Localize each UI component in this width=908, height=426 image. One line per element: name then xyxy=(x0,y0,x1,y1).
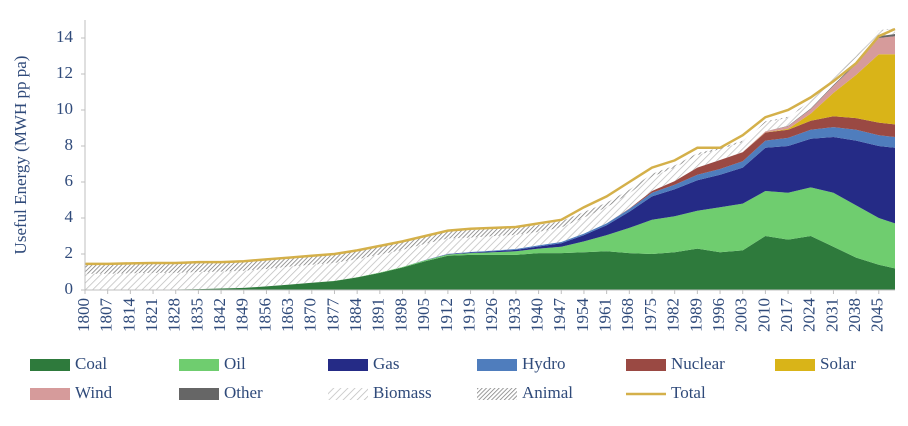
legend-swatch xyxy=(477,388,517,400)
legend-swatch xyxy=(328,388,368,400)
y-axis-label: Useful Energy (MWH pp pa) xyxy=(11,56,30,255)
x-tick-label: 1842 xyxy=(210,298,229,332)
y-tick-label: 10 xyxy=(56,99,73,118)
legend-swatch xyxy=(775,359,815,371)
x-tick-label: 1800 xyxy=(74,298,93,332)
x-tick-label: 2038 xyxy=(845,298,864,332)
y-tick-label: 0 xyxy=(65,279,74,298)
x-tick-label: 2017 xyxy=(777,298,796,333)
x-tick-label: 1919 xyxy=(459,298,478,332)
x-tick-label: 1863 xyxy=(278,298,297,332)
x-tick-label: 1912 xyxy=(437,298,456,332)
y-tick-label: 4 xyxy=(65,207,74,226)
legend-label: Nuclear xyxy=(671,354,725,373)
x-tick-label: 2045 xyxy=(868,298,887,332)
y-tick-label: 12 xyxy=(56,63,73,82)
legend-swatch xyxy=(328,359,368,371)
x-tick-label: 1961 xyxy=(596,298,615,332)
legend-label: Gas xyxy=(373,354,399,373)
x-tick-label: 1870 xyxy=(301,298,320,332)
x-tick-label: 1856 xyxy=(255,298,274,332)
x-tick-label: 1968 xyxy=(618,298,637,332)
y-tick-label: 6 xyxy=(65,171,74,190)
x-tick-label: 1898 xyxy=(391,298,410,332)
x-tick-label: 1947 xyxy=(550,298,569,333)
legend-label: Oil xyxy=(224,354,246,373)
x-tick-label: 1933 xyxy=(505,298,524,332)
area xyxy=(85,236,895,290)
x-tick-label: 1849 xyxy=(233,298,252,332)
x-tick-label: 1807 xyxy=(97,298,116,333)
legend-label: Total xyxy=(671,383,706,402)
x-tick-label: 1996 xyxy=(709,298,728,332)
total-line xyxy=(85,27,896,266)
y-tick-label: 2 xyxy=(65,243,74,262)
legend-swatch xyxy=(477,359,517,371)
legend-swatch xyxy=(30,359,70,371)
x-tick-label: 1926 xyxy=(482,298,501,332)
x-tick-label: 1828 xyxy=(165,298,184,332)
x-tick-label: 1821 xyxy=(142,298,161,332)
legend-label: Solar xyxy=(820,354,856,373)
legend-label: Wind xyxy=(75,383,113,402)
x-tick-label: 1814 xyxy=(119,298,138,333)
legend-label: Coal xyxy=(75,354,107,373)
x-tick-label: 1905 xyxy=(414,298,433,332)
legend-label: Hydro xyxy=(522,354,565,373)
x-tick-label: 2010 xyxy=(754,298,773,332)
x-tick-label: 2031 xyxy=(822,298,841,332)
x-tick-label: 1975 xyxy=(641,298,660,332)
y-tick-label: 8 xyxy=(65,135,74,154)
x-tick-label: 1884 xyxy=(346,298,365,333)
legend-label: Biomass xyxy=(373,383,432,402)
legend-swatch xyxy=(30,388,70,400)
x-tick-label: 1954 xyxy=(573,298,592,333)
x-tick-label: 1989 xyxy=(686,298,705,332)
legend-label: Animal xyxy=(522,383,573,402)
x-tick-label: 1982 xyxy=(664,298,683,332)
y-tick-label: 14 xyxy=(56,27,74,46)
legend-swatch xyxy=(179,359,219,371)
area xyxy=(85,187,895,290)
x-tick-label: 1835 xyxy=(187,298,206,332)
area xyxy=(85,137,895,290)
legend-label: Other xyxy=(224,383,263,402)
x-tick-label: 1891 xyxy=(369,298,388,332)
x-tick-label: 2024 xyxy=(800,298,819,333)
legend-swatch xyxy=(179,388,219,400)
x-tick-label: 2003 xyxy=(732,298,751,332)
x-tick-label: 1940 xyxy=(528,298,547,332)
x-tick-label: 1877 xyxy=(323,298,342,333)
area xyxy=(85,29,895,290)
legend-swatch xyxy=(626,359,666,371)
